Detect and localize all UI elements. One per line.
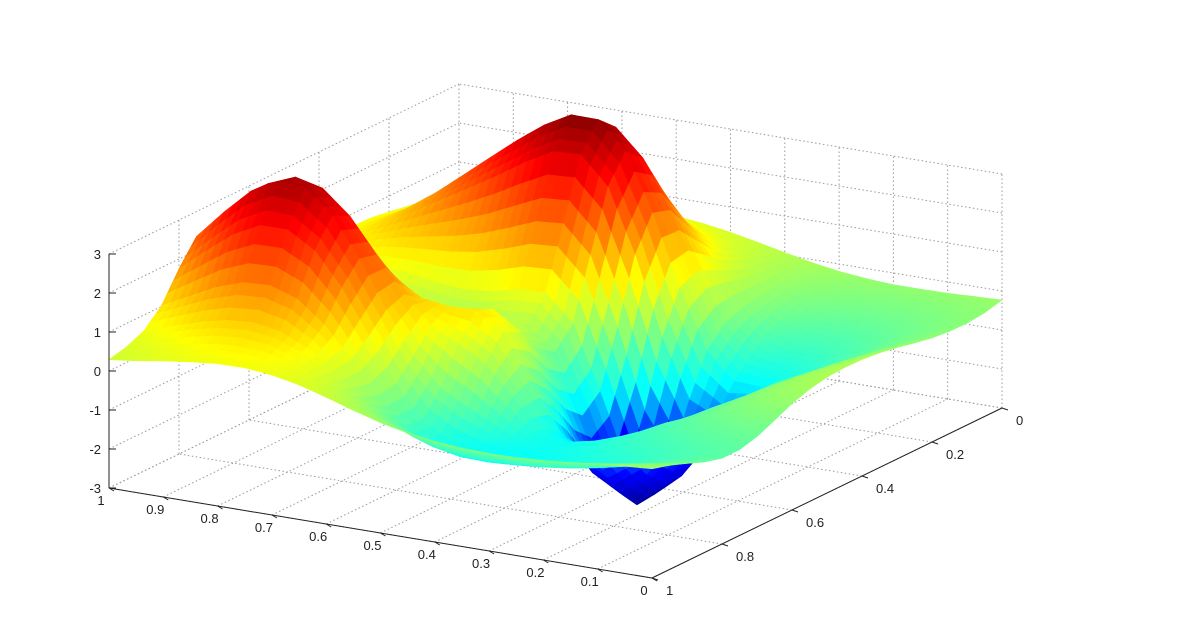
y-tick-label: 0.2 [946,447,964,462]
floor-gridline [597,398,948,570]
floor-gridline [543,389,894,561]
x-tick-label: 0.6 [309,529,327,544]
x-tick-label: 0.5 [363,538,381,553]
sidewall-gridline [108,83,460,255]
z-tick-label: 1 [94,325,101,340]
y-tick [721,543,729,547]
sidewall-gridline [108,122,460,294]
x-tick-label: 0.3 [472,556,490,571]
z-tick-label: -2 [89,442,101,457]
y-tick-label: 0.8 [736,549,754,564]
x-tick-label: 0.4 [418,547,436,562]
y-tick-label: 0.4 [876,481,894,496]
y-tick [1001,407,1009,411]
z-tick-label: -3 [89,481,101,496]
z-tick-label: 0 [94,364,101,379]
x-tick-label: 0.8 [201,511,219,526]
x-tick-label: 0.1 [581,574,599,589]
z-tick-label: -1 [89,403,101,418]
y-tick [931,441,939,445]
y-tick-label: 0.6 [806,515,824,530]
x-tick-label: 0.9 [146,502,164,517]
x-tick-label: 0.7 [255,520,273,535]
surface-layer [108,114,1003,506]
x-tick-label: 0 [640,583,647,598]
y-tick [861,475,869,479]
y-tick [791,509,799,513]
x-tick-label: 0.2 [526,565,544,580]
z-tick-label: 2 [94,286,101,301]
y-tick-label: 1 [666,583,673,598]
z-tick-label: 3 [94,247,101,262]
y-tick-label: 0 [1016,413,1023,428]
